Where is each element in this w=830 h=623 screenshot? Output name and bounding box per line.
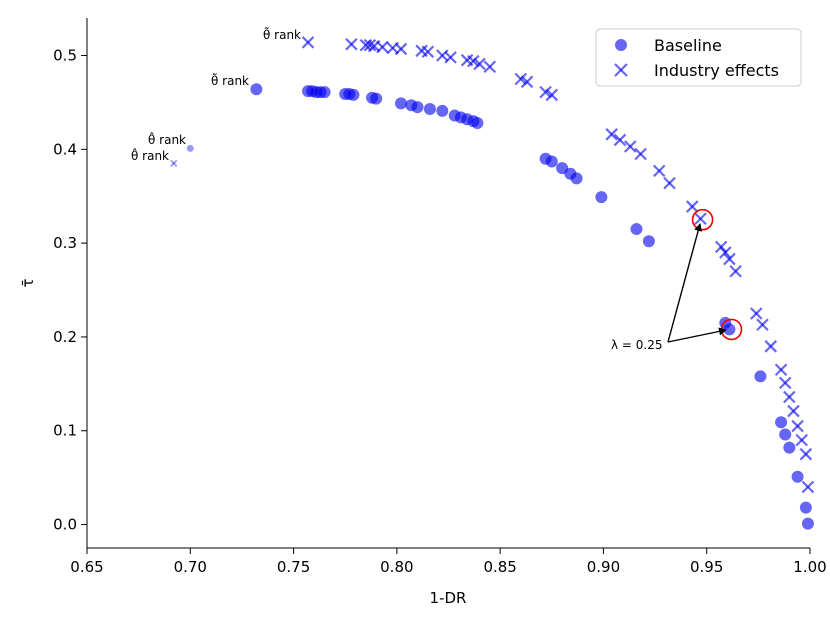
industry-effects-point: [444, 51, 457, 64]
industry-effects-point: [514, 72, 528, 86]
industry-effects-point: [795, 433, 809, 447]
y-tick-label: 0.0: [53, 516, 77, 534]
baseline-point: [347, 88, 360, 101]
annotation-tilde-rank-baseline: θ̃ rank: [211, 73, 249, 88]
industry-effects-point: [719, 246, 732, 259]
y-tick-label: 0.2: [53, 328, 77, 346]
axes: 0.65 0.70 0.75 0.80 0.85 0.90 0.95 1.00 0.00.10…: [53, 18, 827, 576]
industry-effects-point: [783, 390, 796, 404]
industry-effects-point: [483, 60, 497, 74]
extra-points: [170, 144, 194, 168]
industry-effects-point: [613, 133, 627, 147]
baseline-point: [423, 102, 436, 115]
industry-effects-point: [750, 307, 763, 320]
industry-effects-point: [694, 212, 707, 226]
baseline-point: [318, 86, 331, 99]
industry-effects-point: [652, 164, 666, 178]
baseline-point: [642, 235, 655, 248]
industry-effects-point: [376, 40, 389, 54]
x-ticks: 0.65 0.70 0.75 0.80 0.85 0.90 0.95 1.00: [70, 548, 827, 576]
y-ticks: 0.0 0.1 0.2 0.3 0.4 0.5: [53, 47, 87, 534]
annotation-lambda: λ = 0.25: [611, 338, 663, 352]
legend-marker-baseline: [615, 39, 627, 51]
x-tick-label: 0.90: [587, 558, 620, 576]
baseline-point: [723, 323, 736, 336]
highlight-circle: [691, 208, 714, 231]
x-tick-label: 0.75: [277, 558, 310, 576]
industry-effects-point: [685, 200, 699, 213]
baseline-point: [471, 117, 484, 130]
industry-effects-point: [394, 42, 408, 56]
baseline-point: [545, 155, 558, 168]
highlight-circles: [691, 208, 743, 341]
baseline-point: [436, 104, 449, 117]
industry-effects-point: [363, 38, 377, 52]
y-tick-label: 0.5: [53, 47, 77, 65]
legend: Baseline Industry effects: [595, 28, 802, 87]
baseline-point: [775, 416, 788, 429]
y-tick-label: 0.4: [53, 140, 77, 158]
baseline-points: [250, 83, 814, 530]
industry-effects-point: [756, 318, 769, 332]
industry-effects-point: [467, 54, 480, 68]
arrow-to-industry-highlight: [667, 223, 703, 343]
legend-label-industry: Industry effects: [654, 61, 779, 80]
annotation-hat-rank-baseline: θ̂ rank: [148, 131, 186, 147]
industry-effects-point: [778, 376, 792, 390]
y-tick-label: 0.1: [53, 422, 77, 440]
industry-effects-point: [801, 480, 815, 494]
baseline-point: [370, 92, 383, 105]
x-tick-label: 1.00: [793, 558, 826, 576]
arrow-to-baseline-highlight: [667, 327, 727, 343]
industry-effects-point: [539, 85, 552, 99]
baseline-point: [754, 370, 767, 383]
baseline-point: [630, 223, 643, 236]
plot-area: [170, 36, 815, 530]
extra-point-cross: [170, 159, 178, 168]
baseline-point: [570, 172, 583, 185]
industry-effects-points: [301, 36, 815, 494]
industry-effects-point: [729, 264, 742, 278]
industry-effects-point: [421, 45, 435, 59]
y-tick-label: 0.3: [53, 234, 77, 252]
baseline-point: [595, 191, 608, 204]
x-tick-label: 0.80: [380, 558, 413, 576]
industry-effects-point: [787, 404, 800, 418]
industry-effects-point: [605, 128, 618, 141]
industry-effects-point: [545, 88, 559, 102]
baseline-point: [783, 441, 796, 454]
industry-effects-point: [345, 37, 358, 51]
annotation-hat-rank-industry: θ̂ rank: [131, 147, 169, 163]
industry-effects-point: [624, 140, 637, 153]
industry-effects-point: [791, 419, 804, 433]
annotation-tilde-rank-industry: θ̃ rank: [263, 27, 301, 42]
x-tick-label: 0.95: [690, 558, 723, 576]
x-tick-label: 0.70: [174, 558, 207, 576]
baseline-point: [411, 101, 424, 114]
industry-effects-point: [799, 447, 813, 461]
industry-effects-point: [634, 147, 647, 161]
legend-marker-industry: [614, 63, 628, 77]
legend-label-baseline: Baseline: [654, 36, 722, 55]
baseline-point: [394, 97, 407, 110]
baseline-point: [791, 470, 804, 483]
industry-effects-point: [774, 363, 788, 377]
industry-effects-point: [520, 75, 534, 89]
x-tick-label: 0.85: [483, 558, 516, 576]
y-axis-label: τ̄: [19, 278, 37, 287]
x-tick-label: 0.65: [70, 558, 103, 576]
industry-effects-point: [301, 36, 315, 49]
x-axis-label: 1-DR: [430, 589, 467, 607]
industry-effects-point: [663, 176, 676, 190]
industry-effects-point: [723, 252, 736, 266]
industry-effects-point: [473, 57, 486, 71]
baseline-point: [779, 428, 792, 441]
baseline-point: [801, 517, 814, 530]
legend-box: [595, 28, 802, 87]
extra-point-circle: [186, 144, 194, 152]
baseline-point: [799, 501, 812, 514]
industry-effects-point: [764, 340, 778, 353]
baseline-point: [250, 83, 263, 96]
